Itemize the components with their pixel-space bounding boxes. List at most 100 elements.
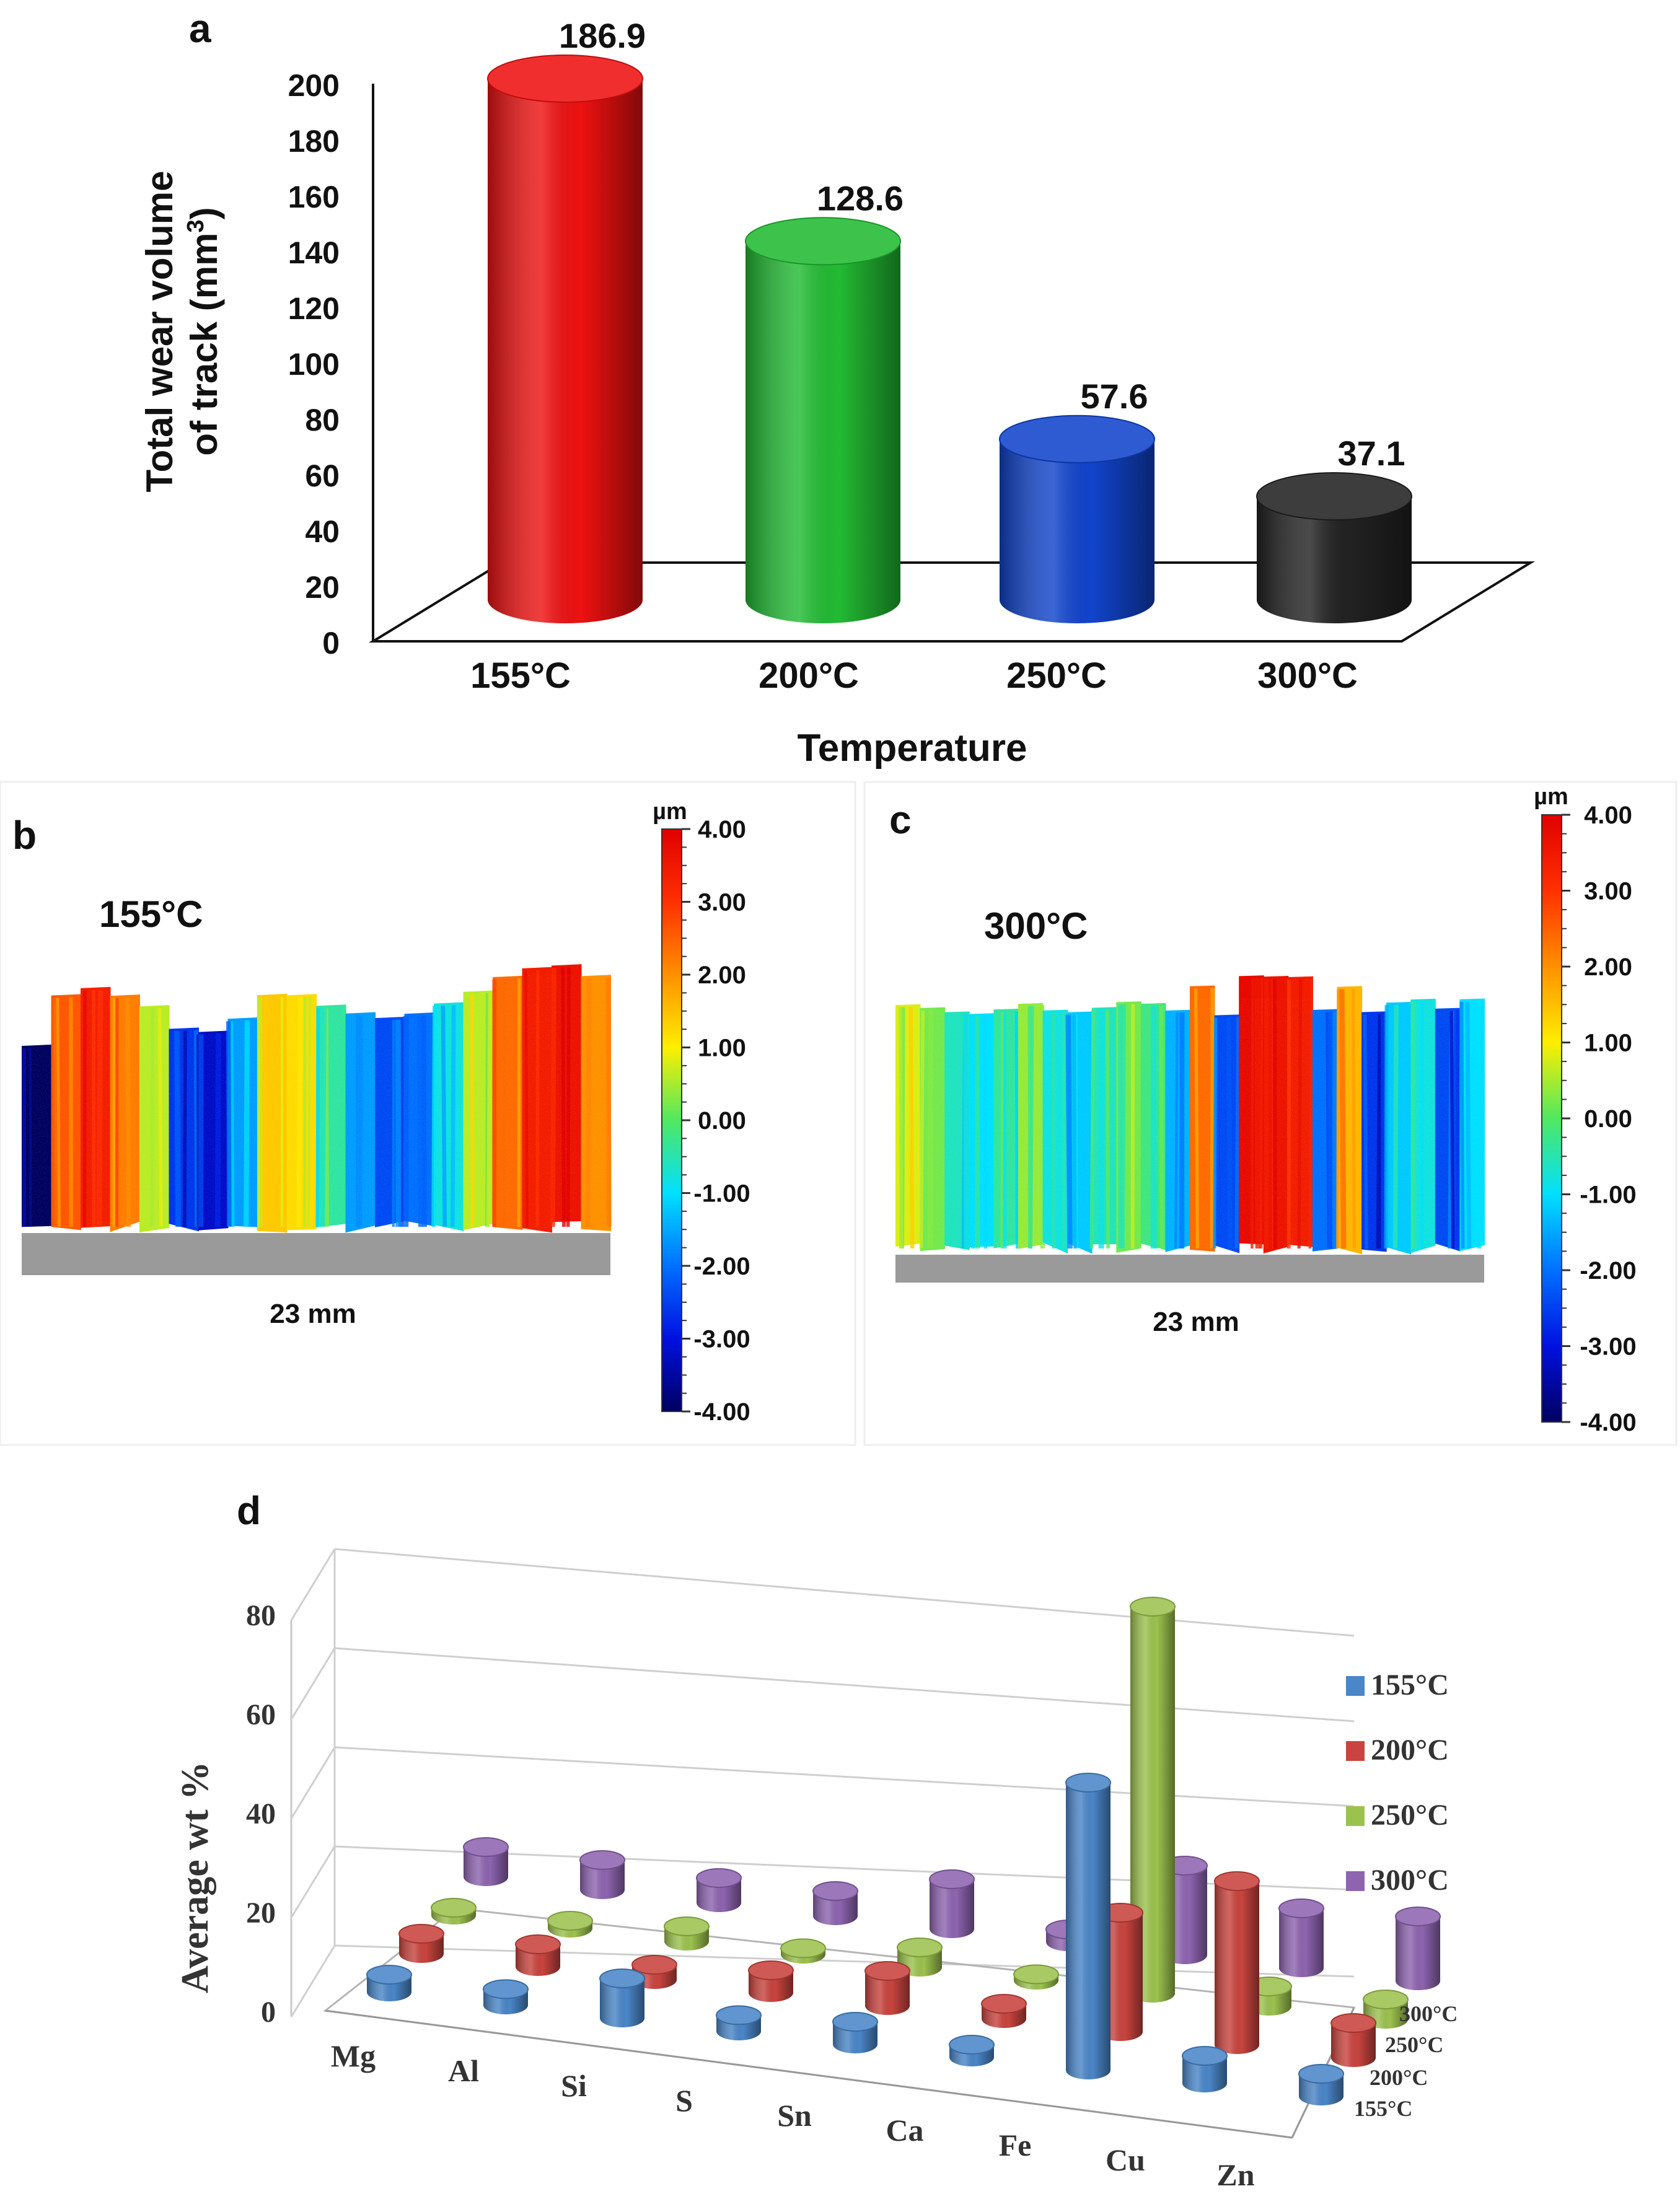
panel-d-bar-200°C-Sn — [864, 1961, 910, 2015]
panel-a-y-tick: 100 — [288, 347, 340, 382]
colorbar-tick-label: -4.00 — [1580, 1409, 1636, 1436]
panel-d-category-label: S — [675, 2083, 693, 2118]
panel-b-border — [0, 781, 856, 1446]
panel-d-element-composition-chart: d 0 20 40 60 80 Mg Al Si S Sn Ca Fe Cu Zn 155°C 200°C 25… — [174, 1488, 1458, 2192]
panel-d-depth-label: 155°C — [1354, 2096, 1412, 2121]
panel-a-y-tick: 140 — [288, 235, 340, 270]
colorbar-tick-label: 3.00 — [698, 889, 746, 916]
panel-d-bar-200°C-Cu — [1214, 1871, 1260, 2054]
panel-d-y-tick: 60 — [246, 1698, 276, 1731]
panel-d-bar-250°C-Fe — [1130, 1597, 1176, 2003]
panel-a-ylabel-line2: of track (mm3) — [183, 207, 225, 455]
panel-c-scale: 23 mm — [1153, 1307, 1239, 1337]
panel-d-bar-155°C-Fe — [1065, 1773, 1111, 2079]
panel-c-colorbar-unit: µm — [1534, 784, 1568, 810]
panel-b-surface-155: b 155°C 23 mm µm 4.00 3.00 2.00 1.00 0.00 -1.… — [0, 781, 856, 1446]
panel-a-bars: 186.9 128.6 57.6 37.1 — [487, 16, 1412, 623]
panel-d-bar-155°C-Mg — [366, 1965, 412, 2001]
panel-c-label: c — [889, 797, 912, 842]
panel-c-colorbar: 4.00 3.00 2.00 1.00 0.00 -1.00 -2.00 -3.00 -4.00 — [1541, 802, 1637, 1436]
surface-base — [22, 1233, 610, 1275]
panel-a-bar-200°C — [745, 217, 901, 623]
colorbar-tick-label: 4.00 — [698, 816, 746, 843]
panel-d-bar-200°C-Mg — [398, 1924, 444, 1963]
panel-d-depth-label: 250°C — [1385, 2032, 1443, 2057]
panel-d-bar-200°C-S — [748, 1960, 794, 2002]
panel-d-legend-swatch — [1346, 1871, 1365, 1891]
panel-a-y-tick: 160 — [288, 180, 340, 214]
panel-a-y-tick: 120 — [288, 291, 340, 326]
panel-b-colorbar: 4.00 3.00 2.00 1.00 0.00 -1.00 -2.00 -3.00 -4.00 — [661, 816, 750, 1426]
panel-a-label: a — [189, 6, 211, 51]
panel-d-category-label: Si — [561, 2068, 587, 2103]
colorbar-tick-label: -3.00 — [1580, 1333, 1636, 1361]
panel-d-category-label: Cu — [1106, 2143, 1145, 2177]
panel-a-xlabel: Temperature — [798, 727, 1027, 770]
panel-d-y-tick: 80 — [246, 1599, 276, 1632]
colorbar-tick-label: -1.00 — [1580, 1182, 1636, 1209]
panel-c-temperature: 300°C — [984, 905, 1088, 947]
panel-a-y-tick: 180 — [288, 124, 340, 159]
panel-a-x-tick-labels: 155°C 200°C 250°C 300°C — [470, 656, 1358, 696]
panel-d-legend: 155°C 200°C 250°C 300°C — [1346, 1669, 1449, 1897]
colorbar-tick-label: -2.00 — [693, 1253, 750, 1280]
colorbar-tick-label: 0.00 — [1584, 1105, 1632, 1133]
panel-d-legend-swatch — [1346, 1741, 1365, 1761]
colorbar-tick-label: -3.00 — [693, 1326, 750, 1353]
panel-b-surface-plot — [22, 964, 612, 1275]
panel-d-bars — [366, 1597, 1441, 2105]
panel-d-bar-250°C-Ca — [1013, 1964, 1059, 1990]
panel-d-legend-label: 200°C — [1371, 1734, 1449, 1767]
panel-d-category-label: Mg — [331, 2039, 376, 2073]
panel-d-bar-155°C-Cu — [1182, 2046, 1228, 2092]
panel-a-value-label: 37.1 — [1338, 434, 1405, 473]
panel-a-bar-250°C — [999, 415, 1155, 623]
panel-d-bar-300°C-Mg — [463, 1837, 509, 1886]
panel-d-category-label: Zn — [1216, 2157, 1254, 2192]
panel-a-bar-300°C — [1256, 472, 1412, 623]
panel-d-legend-label: 250°C — [1371, 1799, 1449, 1832]
panel-d-bar-250°C-Mg — [431, 1898, 477, 1925]
panel-d-bar-155°C-Al — [483, 1979, 529, 2014]
panel-a-y-tick: 80 — [305, 403, 340, 437]
panel-a-x-tick-label: 300°C — [1257, 656, 1358, 696]
panel-c-border — [863, 781, 1678, 1446]
panel-c-surface-300: c 300°C 23 mm µm 4.00 3.00 2.00 1.00 0.00 -1.… — [863, 781, 1678, 1446]
panel-a-y-tick: 0 — [322, 626, 340, 661]
panel-a-y-tick: 200 — [288, 68, 340, 103]
colorbar-tick-label: 1.00 — [1584, 1030, 1632, 1057]
panel-d-bar-300°C-Sn — [929, 1869, 975, 1938]
panel-d-category-label: Al — [448, 2053, 479, 2088]
panel-a-value-label: 128.6 — [817, 178, 904, 217]
panel-d-bar-200°C-Ca — [981, 1994, 1027, 2028]
panel-d-legend-swatch — [1346, 1806, 1365, 1826]
panel-a-y-tick: 20 — [305, 570, 340, 605]
panel-d-category-label: Sn — [777, 2098, 812, 2133]
panel-d-axis-labels: 0 20 40 60 80 Mg Al Si S Sn Ca Fe Cu Zn 155°C 200°C 250°… — [246, 1599, 1458, 2192]
panel-a-x-tick-label: 155°C — [470, 656, 571, 696]
panel-a-x-tick-label: 200°C — [759, 656, 859, 696]
colorbar-tick-label: 2.00 — [1584, 954, 1632, 981]
panel-d-legend-label: 155°C — [1371, 1669, 1449, 1701]
panel-d-ylabel: Average wt % — [174, 1762, 216, 1993]
panel-d-bar-155°C-Zn — [1298, 2064, 1344, 2105]
panel-b-temperature: 155°C — [99, 893, 203, 935]
panel-d-bar-155°C-S — [716, 2005, 762, 2040]
colorbar-tick-label: 1.00 — [698, 1035, 746, 1062]
colorbar-tick-label: 2.00 — [698, 962, 746, 989]
colorbar-tick-label: -2.00 — [1580, 1257, 1636, 1284]
panel-d-bar-155°C-Si — [599, 1968, 645, 2027]
panel-a-bar-155°C — [487, 54, 643, 623]
panel-d-bar-300°C-Zn — [1395, 1907, 1441, 1990]
colorbar-tick-label: 3.00 — [1584, 878, 1632, 905]
panel-d-y-tick: 20 — [246, 1897, 276, 1929]
panel-d-depth-label: 200°C — [1370, 2065, 1428, 2090]
panel-d-legend-swatch — [1346, 1676, 1365, 1696]
panel-a-y-tick: 60 — [305, 459, 340, 493]
panel-b-label: b — [12, 813, 37, 858]
panel-d-bar-250°C-Si — [664, 1916, 710, 1951]
panel-d-bar-300°C-S — [812, 1881, 858, 1925]
panel-d-bar-155°C-Ca — [949, 2035, 995, 2066]
panel-d-y-tick: 40 — [246, 1797, 276, 1830]
